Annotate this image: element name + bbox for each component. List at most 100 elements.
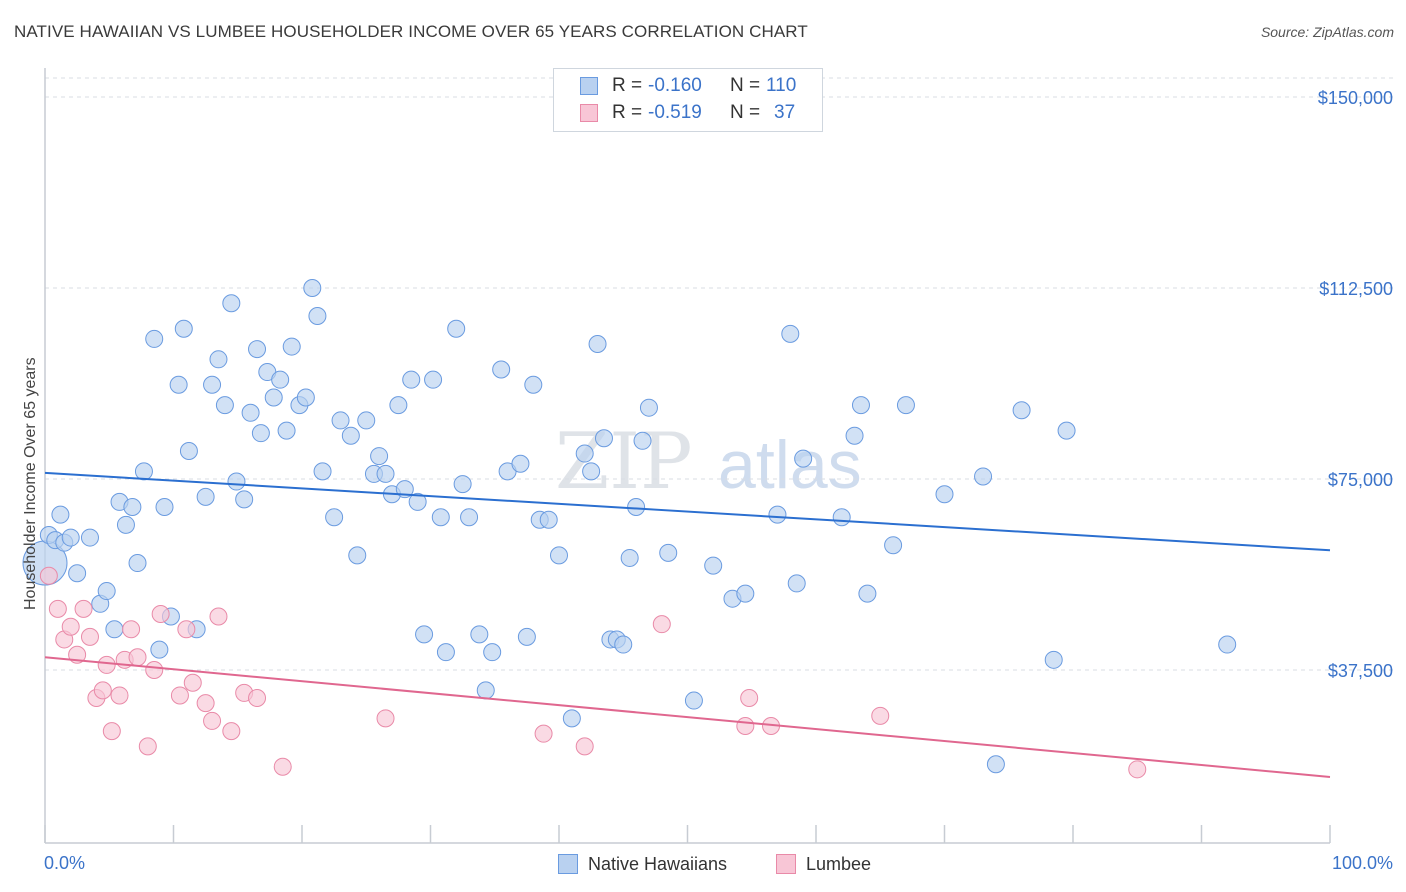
data-point-lumbee [196, 694, 215, 713]
data-point-native-hawaiians [575, 444, 594, 463]
data-point-native-hawaiians [150, 640, 169, 659]
data-point-native-hawaiians [884, 536, 903, 555]
data-point-native-hawaiians [492, 360, 511, 379]
legend-r-value: -0.160 [648, 75, 702, 96]
data-point-native-hawaiians [357, 411, 376, 430]
data-point-native-hawaiians [582, 462, 601, 481]
source-label: Source: ZipAtlas.com [1260, 24, 1394, 40]
data-point-native-hawaiians [389, 396, 408, 415]
data-point-native-hawaiians [851, 396, 870, 415]
data-point-native-hawaiians [402, 370, 421, 389]
data-point-lumbee [93, 681, 112, 700]
trend-line-lumbee [44, 656, 1331, 778]
data-point-lumbee [273, 757, 292, 776]
data-point-native-hawaiians [436, 643, 455, 662]
data-point-native-hawaiians [241, 403, 260, 422]
y-axis-label: Householder Income Over 65 years [22, 357, 39, 610]
trend-line-native-hawaiians [44, 471, 1331, 552]
data-point-lumbee [39, 566, 58, 585]
data-point-native-hawaiians [222, 294, 241, 313]
data-point-lumbee [102, 722, 121, 741]
legend-r-label: R = [612, 75, 643, 96]
data-point-native-hawaiians [277, 421, 296, 440]
data-point-native-hawaiians [174, 319, 193, 338]
data-point-native-hawaiians [845, 426, 864, 445]
data-point-native-hawaiians [470, 625, 489, 644]
data-point-native-hawaiians [251, 424, 270, 443]
data-point-native-hawaiians [415, 625, 434, 644]
data-point-lumbee [740, 689, 759, 708]
y-tick-label: $112,500 [1319, 279, 1393, 299]
data-point-native-hawaiians [80, 528, 99, 547]
data-point-native-hawaiians [524, 375, 543, 394]
data-point-lumbee [177, 620, 196, 639]
data-point-lumbee [871, 706, 890, 725]
data-point-native-hawaiians [1218, 635, 1237, 654]
data-point-lumbee [80, 627, 99, 646]
data-point-native-hawaiians [794, 449, 813, 468]
bottom-legend-label: Lumbee [806, 853, 872, 874]
data-point-native-hawaiians [974, 467, 993, 486]
data-point-native-hawaiians [116, 515, 135, 534]
data-point-native-hawaiians [97, 582, 116, 601]
data-point-native-hawaiians [517, 627, 536, 646]
data-point-lumbee [736, 717, 755, 736]
data-point-native-hawaiians [539, 510, 558, 529]
data-point-native-hawaiians [935, 485, 954, 504]
data-point-native-hawaiians [896, 396, 915, 415]
data-point-native-hawaiians [1044, 650, 1063, 669]
data-point-native-hawaiians [123, 498, 142, 517]
data-point-native-hawaiians [313, 462, 332, 481]
data-point-native-hawaiians [179, 441, 198, 460]
data-point-native-hawaiians [51, 505, 70, 524]
legend-swatch-pink [580, 104, 598, 122]
data-point-native-hawaiians [341, 426, 360, 445]
data-point-native-hawaiians [209, 350, 228, 369]
legend-row-native-hawaiians: R = -0.160 N = 110 [554, 73, 822, 99]
data-point-native-hawaiians [264, 388, 283, 407]
bottom-legend-swatch-pink [776, 854, 796, 874]
data-point-native-hawaiians [235, 490, 254, 509]
data-point-native-hawaiians [169, 375, 188, 394]
data-point-native-hawaiians [736, 584, 755, 603]
data-point-lumbee [74, 599, 93, 618]
watermark-zip: ZIP [555, 417, 693, 507]
data-point-native-hawaiians [68, 564, 87, 583]
data-point-native-hawaiians [325, 508, 344, 527]
data-point-lumbee [97, 655, 116, 674]
data-point-lumbee [222, 722, 241, 741]
x-tick-label: 0.0% [44, 853, 85, 873]
data-point-native-hawaiians [639, 398, 658, 417]
legend-n-label: N = [730, 75, 761, 96]
data-point-native-hawaiians [588, 335, 607, 354]
data-point-lumbee [61, 617, 80, 636]
legend-n-value: 37 [774, 102, 796, 123]
data-point-native-hawaiians [986, 755, 1005, 774]
data-point-native-hawaiians [105, 620, 124, 639]
data-point-native-hawaiians [227, 472, 246, 491]
watermark-atlas: atlas [718, 427, 862, 503]
y-tick-label: $150,000 [1318, 88, 1393, 108]
data-point-lumbee [575, 737, 594, 756]
data-point-lumbee [151, 604, 170, 623]
data-point-native-hawaiians [483, 643, 502, 662]
legend-n-value: 110 [766, 75, 797, 96]
data-point-native-hawaiians [594, 429, 613, 448]
data-point-lumbee [48, 599, 67, 618]
legend-row-lumbee: R = -0.519 N = 37 [554, 100, 822, 126]
data-point-lumbee [138, 737, 157, 756]
data-point-native-hawaiians [633, 431, 652, 450]
data-point-lumbee [209, 607, 228, 626]
data-point-native-hawaiians [511, 454, 530, 473]
data-point-lumbee [248, 689, 267, 708]
data-point-native-hawaiians [684, 691, 703, 710]
bottom-legend-lumbee: Lumbee [776, 851, 871, 877]
data-point-native-hawaiians [768, 505, 787, 524]
data-point-native-hawaiians [348, 546, 367, 565]
data-point-lumbee [110, 686, 129, 705]
legend-swatch-blue [580, 77, 598, 95]
data-point-native-hawaiians [550, 546, 568, 565]
data-point-native-hawaiians [134, 462, 153, 481]
data-point-native-hawaiians [303, 279, 322, 297]
